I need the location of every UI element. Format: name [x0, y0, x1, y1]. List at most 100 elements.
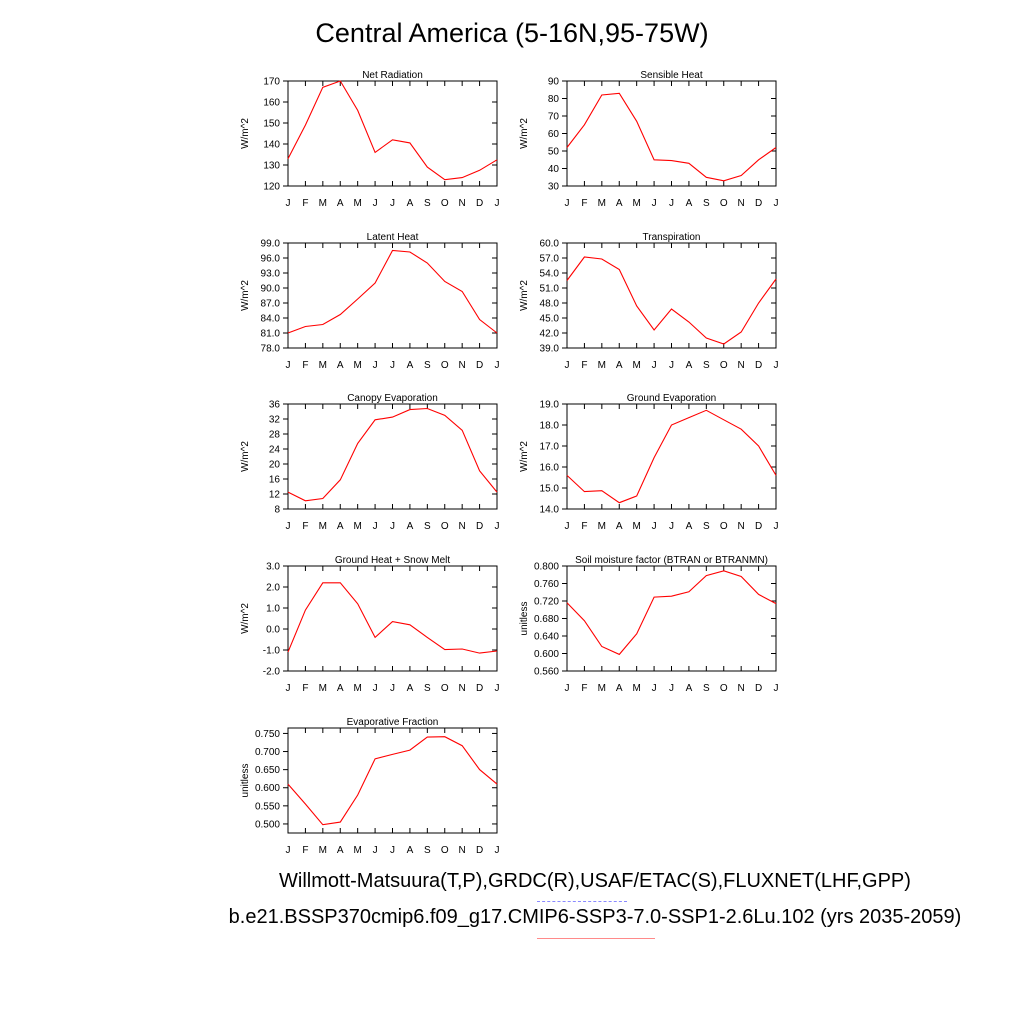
chart-title: Net Radiation [362, 70, 423, 81]
x-tick-label: D [755, 683, 762, 694]
y-tick-label: 99.0 [261, 239, 281, 250]
x-tick-label: J [286, 521, 291, 532]
x-tick-label: M [353, 360, 361, 371]
x-tick-label: D [476, 521, 483, 532]
y-axis-label: unitless [240, 764, 251, 798]
y-axis-label: W/m^2 [240, 441, 251, 472]
plot-frame [566, 403, 777, 510]
x-tick-label: J [669, 198, 674, 209]
series-line [287, 582, 498, 654]
y-tick-label: 24 [269, 445, 281, 456]
x-tick-label: J [390, 683, 395, 694]
x-tick-label: O [720, 683, 728, 694]
y-tick-label: 1.0 [266, 604, 280, 615]
x-tick-label: N [738, 683, 745, 694]
x-tick-label: M [353, 845, 361, 856]
y-tick-label: 0.650 [255, 765, 280, 776]
x-tick-label: A [616, 198, 623, 209]
x-tick-label: M [632, 360, 640, 371]
y-tick-label: 0.600 [255, 783, 280, 794]
y-tick-label: 0.720 [534, 597, 559, 608]
chart-title: Transpiration [643, 232, 701, 243]
y-tick-label: -2.0 [263, 667, 281, 678]
x-tick-label: M [319, 683, 327, 694]
y-tick-label: 0.640 [534, 632, 559, 643]
series-line [287, 80, 498, 181]
footer-observation-sources: Willmott-Matsuura(T,P),GRDC(R),USAF/ETAC… [279, 870, 911, 892]
y-tick-label: 60.0 [540, 239, 560, 250]
y-tick-label: 140 [263, 140, 280, 151]
y-tick-label: 14.0 [540, 505, 560, 516]
y-tick-label: 57.0 [540, 254, 560, 265]
y-axis-label: unitless [519, 602, 530, 636]
x-tick-label: M [598, 521, 606, 532]
x-tick-label: A [616, 360, 623, 371]
chart-title: Latent Heat [367, 232, 419, 243]
y-tick-label: 2.0 [266, 583, 280, 594]
x-tick-label: J [565, 521, 570, 532]
y-tick-label: 130 [263, 161, 280, 172]
y-tick-label: 12 [269, 490, 281, 501]
x-tick-label: A [337, 683, 344, 694]
y-tick-label: 0.680 [534, 614, 559, 625]
x-tick-label: J [373, 683, 378, 694]
x-tick-label: J [669, 521, 674, 532]
y-tick-label: 32 [269, 415, 281, 426]
x-tick-label: F [302, 683, 308, 694]
x-tick-label: F [581, 198, 587, 209]
x-tick-label: M [319, 845, 327, 856]
x-tick-label: J [390, 845, 395, 856]
x-tick-label: M [598, 198, 606, 209]
y-tick-label: 28 [269, 430, 281, 441]
y-tick-label: 96.0 [261, 254, 281, 265]
x-tick-label: S [703, 360, 710, 371]
y-tick-label: 0.760 [534, 579, 559, 590]
x-tick-label: J [565, 683, 570, 694]
x-tick-label: M [632, 683, 640, 694]
x-tick-label: M [319, 521, 327, 532]
x-tick-label: D [476, 198, 483, 209]
x-tick-label: J [495, 360, 500, 371]
y-tick-label: 80 [548, 94, 560, 105]
x-tick-label: J [286, 360, 291, 371]
x-tick-label: N [738, 198, 745, 209]
x-tick-label: J [669, 683, 674, 694]
x-tick-label: J [652, 360, 657, 371]
plot-frame [287, 80, 498, 187]
y-tick-label: 0.560 [534, 667, 559, 678]
y-tick-label: 30 [548, 182, 560, 193]
y-tick-label: 0.600 [534, 649, 559, 660]
y-tick-label: 70 [548, 112, 560, 123]
x-tick-label: D [755, 360, 762, 371]
y-tick-label: 48.0 [540, 299, 560, 310]
x-tick-label: J [286, 845, 291, 856]
x-tick-label: J [774, 683, 779, 694]
x-tick-label: A [337, 198, 344, 209]
x-tick-label: A [686, 521, 693, 532]
x-tick-label: N [738, 360, 745, 371]
y-tick-label: 170 [263, 77, 280, 88]
y-axis-label: W/m^2 [519, 280, 530, 311]
x-tick-label: O [720, 198, 728, 209]
y-tick-label: 120 [263, 182, 280, 193]
x-tick-label: N [459, 360, 466, 371]
x-tick-label: O [720, 360, 728, 371]
chart-title: Evaporative Fraction [347, 717, 439, 728]
y-tick-label: 42.0 [540, 329, 560, 340]
legend-dash-blue [537, 901, 627, 902]
x-tick-label: A [616, 683, 623, 694]
y-tick-label: 40 [548, 164, 560, 175]
x-tick-label: S [703, 683, 710, 694]
plot-frame [566, 565, 777, 672]
x-tick-label: D [755, 521, 762, 532]
y-tick-label: -1.0 [263, 646, 281, 657]
y-tick-label: 39.0 [540, 344, 560, 355]
y-tick-label: 36 [269, 400, 281, 411]
x-tick-label: J [373, 360, 378, 371]
series-line [287, 736, 498, 826]
chart-title: Sensible Heat [640, 70, 702, 81]
plot-frame [566, 80, 777, 187]
